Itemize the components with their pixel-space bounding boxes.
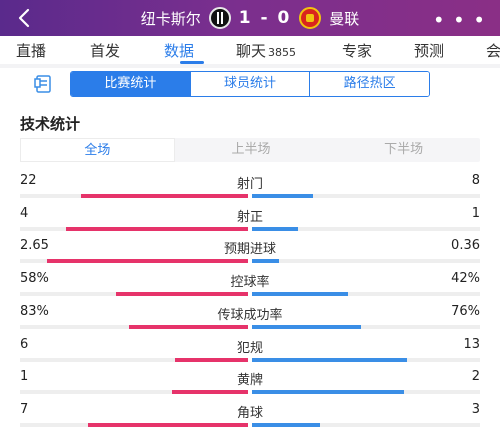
newcastle-crest-icon [208,7,231,29]
away-track [252,358,480,362]
away-bar [252,194,313,198]
stat-row: 7 角球 3 [20,402,480,434]
away-bar [252,390,405,394]
home-bar [65,227,248,231]
match-score: 1 - 0 [238,8,292,28]
manchester-united-crest-icon [299,7,322,29]
home-value: 6 [20,337,29,352]
stat-label: 射正 [236,210,263,225]
active-tab-indicator [180,61,204,64]
stat-label: 角球 [236,406,263,421]
away-bar [252,358,408,362]
period-switch: 全场 上半场 下半场 [20,138,480,162]
away-track [252,194,480,198]
document-icon[interactable] [34,74,54,94]
stat-row: 58% 控球率 42% [20,271,480,303]
period-full-match[interactable]: 全场 [20,138,175,162]
away-bar [252,259,280,263]
home-track [20,227,248,231]
heatmap-tab[interactable]: 路径热区 [309,72,429,96]
home-bar [172,390,248,394]
home-value: 4 [20,206,29,221]
stat-label: 控球率 [230,275,270,290]
period-first-half[interactable]: 上半场 [231,142,271,157]
match-header: 纽卡斯尔 1 - 0 曼联 • • • [0,0,500,36]
period-second-half[interactable]: 下半场 [384,142,424,157]
home-track [20,390,248,394]
home-bar [80,194,248,198]
home-bar [88,423,248,427]
home-track [20,259,248,263]
more-menu-icon[interactable]: • • • [432,8,486,32]
home-value: 2.65 [20,238,49,253]
stat-label: 预期进球 [223,242,276,257]
match-stats-tab[interactable]: 比赛统计 [71,72,190,96]
back-arrow-icon[interactable] [14,7,36,29]
away-bar [252,227,298,231]
home-track [20,292,248,296]
away-value: 3 [471,402,480,417]
tab-chat[interactable]: 聊天 3855 [236,40,296,61]
away-track [252,423,480,427]
stat-label: 犯规 [236,341,263,356]
chat-count: 3855 [268,46,297,59]
tab-chat-label: 聊天 [236,42,267,60]
tab-experts[interactable]: 专家 [342,42,373,60]
section-title: 技术统计 [20,115,81,133]
away-value: 2 [471,369,480,384]
tab-lineup[interactable]: 首发 [90,42,121,60]
home-bar [175,358,248,362]
tab-predict[interactable]: 预测 [414,42,445,60]
stat-row: 4 射正 1 [20,206,480,238]
away-track [252,292,480,296]
home-track [20,325,248,329]
home-value: 58% [20,271,49,286]
tab-live[interactable]: 直播 [16,42,47,60]
away-value: 13 [463,337,480,352]
home-value: 1 [20,369,29,384]
home-value: 83% [20,304,49,319]
match-tabs: 直播 首发 数据 聊天 3855 专家 预测 会 [0,36,500,64]
tab-more[interactable]: 会 [486,42,500,60]
stat-row: 2.65 预期进球 0.36 [20,238,480,270]
stat-row: 6 犯规 13 [20,337,480,369]
stat-label: 传球成功率 [217,308,283,323]
home-bar [129,325,248,329]
stat-row: 83% 传球成功率 76% [20,304,480,336]
stat-row: 1 黄牌 2 [20,369,480,401]
stat-label: 黄牌 [236,373,263,388]
home-bar [47,259,248,263]
player-stats-tab[interactable]: 球员统计 [189,72,310,96]
away-team-name: 曼联 [329,9,360,28]
away-value: 42% [451,271,480,286]
divider [0,64,500,68]
home-team-name: 纽卡斯尔 [140,9,201,28]
home-value: 22 [20,173,37,188]
home-bar [115,292,248,296]
stat-label: 射门 [236,177,263,192]
home-track [20,423,248,427]
away-bar [252,292,348,296]
tab-data[interactable]: 数据 [164,42,195,60]
away-bar [252,325,362,329]
home-value: 7 [20,402,29,417]
home-track [20,194,248,198]
away-value: 1 [471,206,480,221]
away-track [252,390,480,394]
away-value: 76% [451,304,480,319]
away-track [252,259,480,263]
stats-type-switch: 比赛统计 球员统计 路径热区 [70,71,430,97]
away-track [252,227,480,231]
away-track [252,325,480,329]
away-value: 0.36 [451,238,480,253]
match-scoreline: 纽卡斯尔 1 - 0 曼联 [0,0,500,36]
home-track [20,358,248,362]
stat-row: 22 射门 8 [20,173,480,205]
away-bar [252,423,321,427]
away-value: 8 [471,173,480,188]
